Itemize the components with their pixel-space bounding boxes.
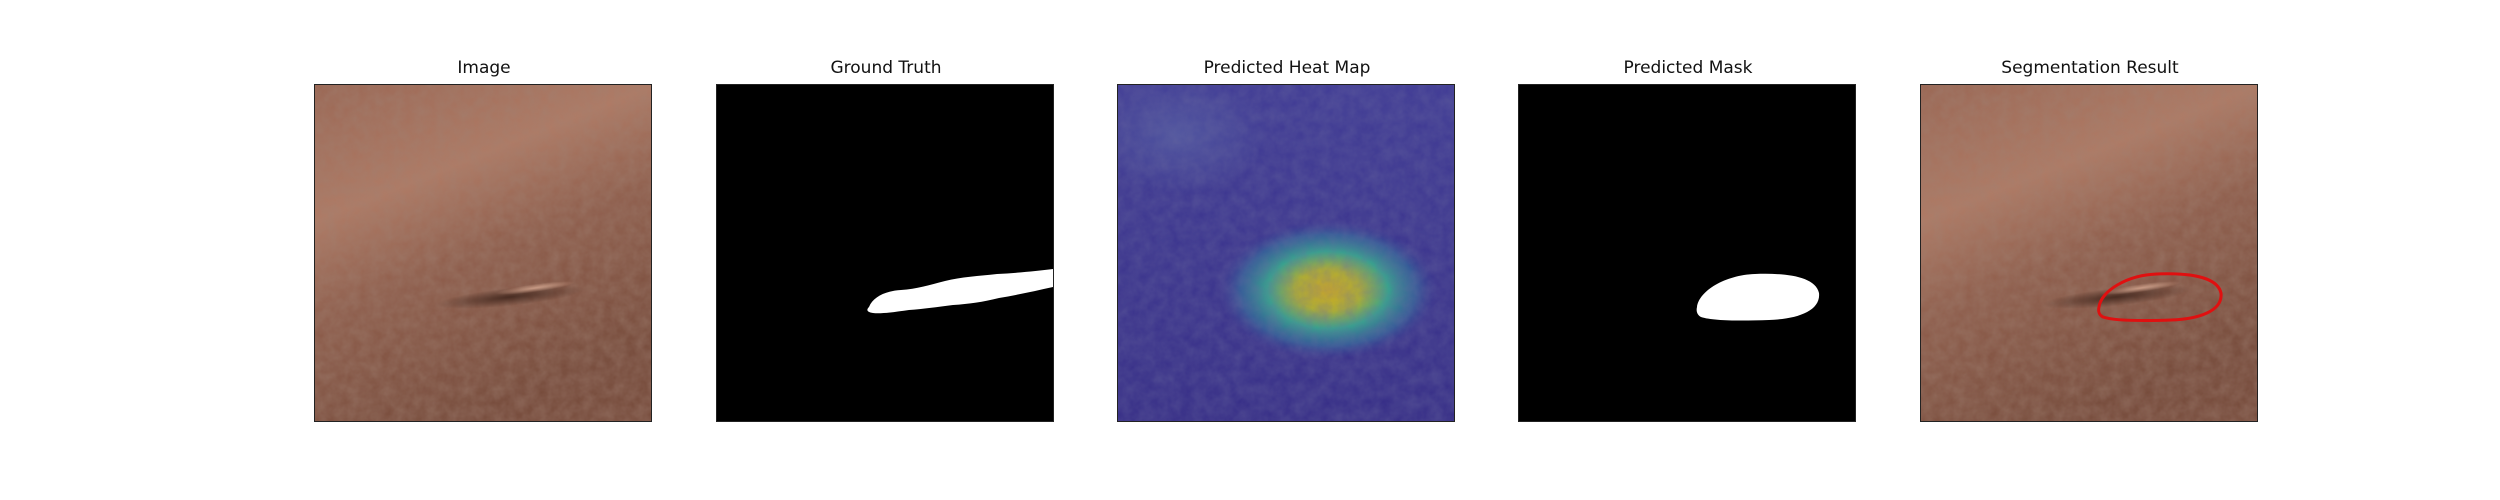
panel-title-image: Image [457,58,511,78]
heat-map-frame [1117,84,1455,422]
segmentation-result-image [1921,85,2257,421]
heat-map-image [1118,85,1454,421]
predicted-mask [1519,85,1855,421]
panel-title-segmentation-result: Segmentation Result [2001,58,2179,78]
image-frame [314,84,652,422]
ground-truth-frame [716,84,1054,422]
predicted-mask-frame [1518,84,1856,422]
leather-image [315,85,651,421]
ground-truth-region [867,269,1053,314]
ground-truth-mask [717,85,1053,421]
segmentation-contour [2097,272,2223,323]
panel-title-ground-truth: Ground Truth [830,58,942,78]
predicted-mask-region [1696,273,1820,321]
panel-title-predicted-mask: Predicted Mask [1623,58,1753,78]
panel-title-heat-map: Predicted Heat Map [1203,58,1371,78]
segmentation-result-frame [1920,84,2258,422]
